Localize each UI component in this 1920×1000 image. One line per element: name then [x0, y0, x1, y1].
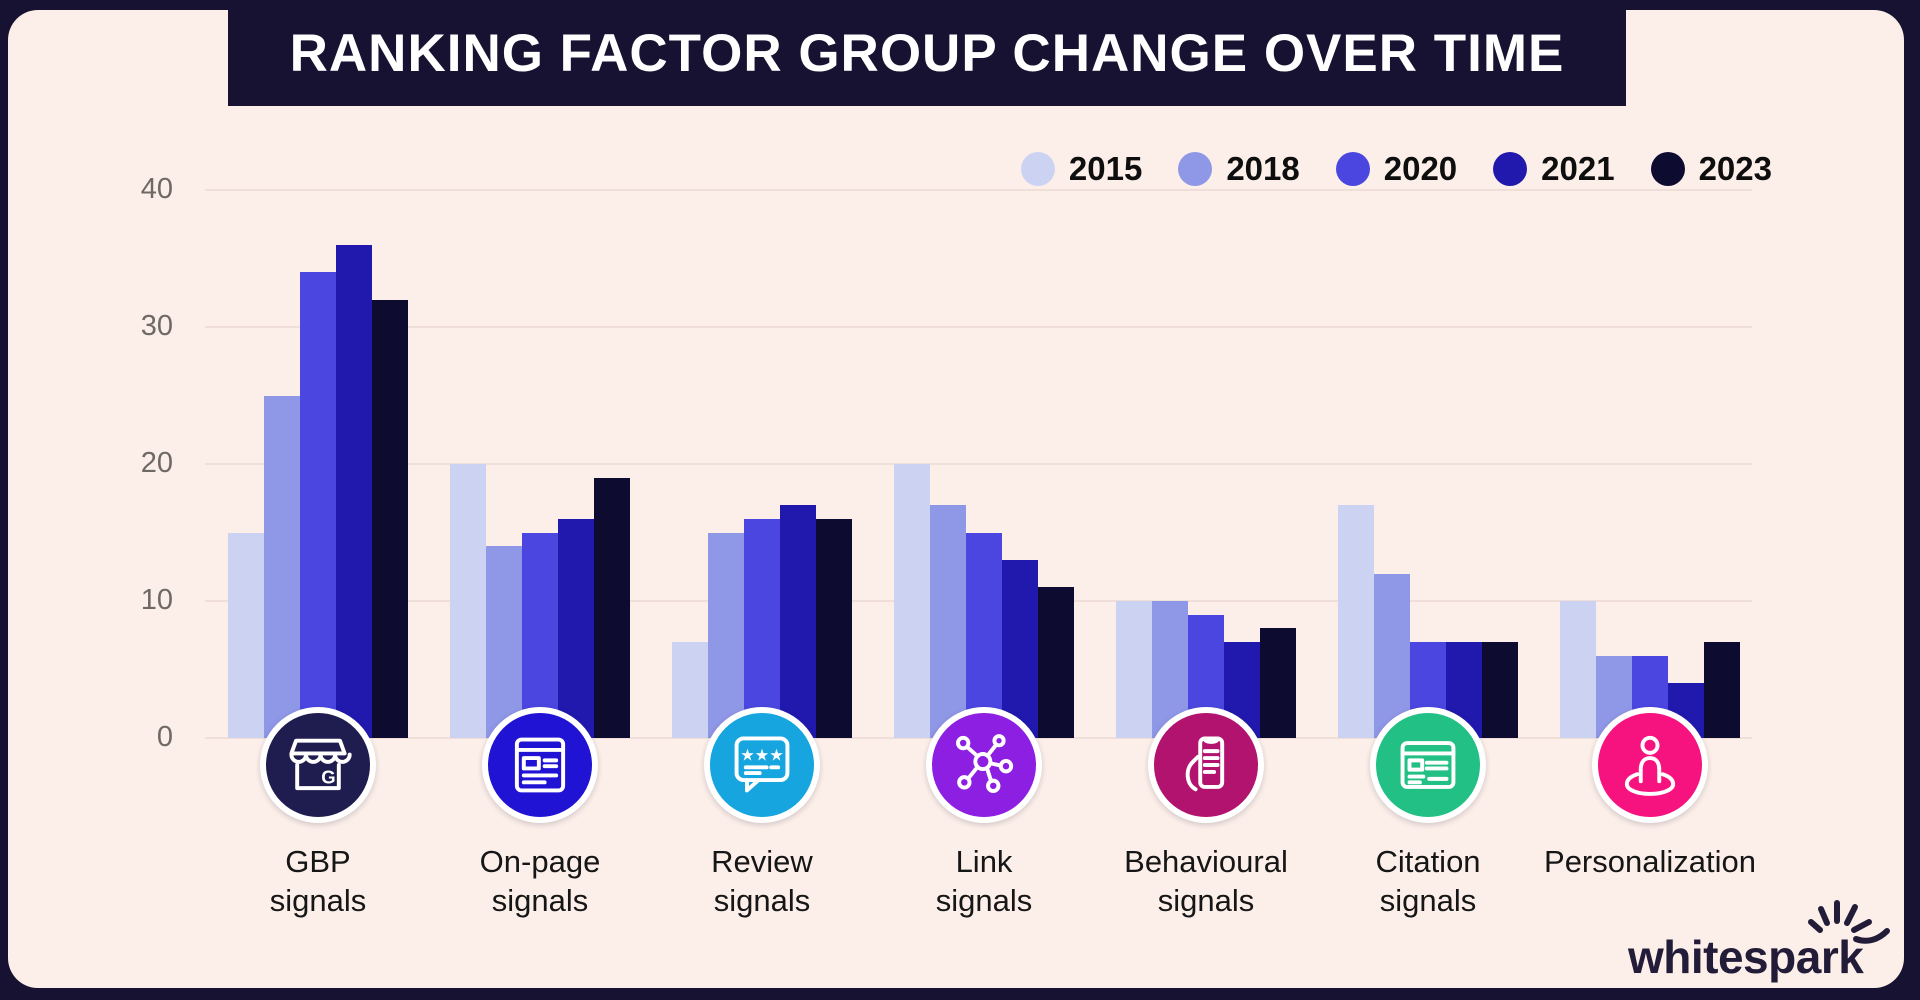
svg-text:★★★: ★★★ [740, 746, 784, 764]
brand-logo: whitespark [1628, 898, 1890, 990]
bar-2015-behavioural-signals [1116, 601, 1152, 738]
category-label-citation-signals: Citation signals [1375, 844, 1481, 918]
bar-2020-review-signals [744, 518, 780, 738]
review-bubble-icon: ★★★ [704, 707, 820, 823]
y-axis-tick-label: 0 [156, 721, 173, 753]
legend-label: 2020 [1383, 150, 1458, 187]
gridline-20 [205, 463, 1752, 465]
y-axis-tick-label: 30 [140, 310, 173, 342]
bar-2021-on-page-signals [558, 518, 594, 738]
svg-text:G: G [321, 767, 335, 788]
legend-item-2021: 2021 [1493, 150, 1615, 188]
personalization-person-icon [1592, 707, 1708, 823]
bar-2018-review-signals [708, 532, 744, 738]
y-axis-tick-label: 20 [140, 447, 173, 479]
legend-label: 2023 [1698, 150, 1772, 187]
bar-2015-on-page-signals [450, 464, 486, 738]
behavioural-phone-icon [1148, 707, 1264, 823]
category-label-on-page-signals: On-page signals [479, 844, 601, 918]
legend-dot-icon [1178, 152, 1213, 186]
bar-2018-gbp-signals [264, 395, 300, 738]
legend-dot-icon [1493, 152, 1528, 186]
gridline-30 [205, 326, 1752, 328]
bar-2018-link-signals [930, 505, 966, 738]
bar-2023-link-signals [1038, 587, 1074, 738]
legend-dot-icon [1650, 152, 1685, 186]
bar-2015-gbp-signals [228, 532, 264, 738]
bar-2023-citation-signals [1482, 642, 1518, 738]
brand-logo-text: whitespark [1628, 931, 1864, 983]
page-title: RANKING FACTOR GROUP CHANGE OVER TIME [289, 23, 1565, 83]
legend-label: 2021 [1541, 150, 1615, 187]
legend-item-2015: 2015 [1020, 150, 1143, 188]
onpage-browser-icon [482, 707, 598, 823]
bar-2023-behavioural-signals [1260, 628, 1296, 738]
bar-2023-personalization [1704, 642, 1740, 738]
legend-item-2020: 2020 [1335, 150, 1458, 188]
title-bar: RANKING FACTOR GROUP CHANGE OVER TIME [228, 0, 1626, 106]
bar-2023-review-signals [816, 518, 852, 738]
citation-webpage-icon [1370, 707, 1486, 823]
legend: 2015 2018 2020 2021 2023 [1020, 150, 1772, 188]
spark-burst-icon [1806, 894, 1894, 955]
category-label-behavioural-signals: Behavioural signals [1124, 844, 1288, 918]
bar-2015-review-signals [672, 642, 708, 738]
bar-2015-link-signals [894, 464, 930, 738]
bar-2021-link-signals [1002, 559, 1038, 738]
storefront-gbp-icon: G [260, 707, 376, 823]
bar-2020-on-page-signals [522, 532, 558, 738]
bar-2015-citation-signals [1338, 505, 1374, 738]
bar-2015-personalization [1560, 601, 1596, 738]
bar-2023-on-page-signals [594, 477, 630, 738]
y-axis-tick-label: 10 [140, 584, 173, 616]
bar-2020-link-signals [966, 532, 1002, 738]
category-label-review-signals: Review signals [711, 844, 813, 918]
bar-2018-citation-signals [1374, 573, 1410, 738]
gridline-40 [205, 189, 1752, 191]
category-label-personalization: Personalization [1544, 844, 1756, 879]
category-label-gbp-signals: GBP signals [269, 844, 367, 918]
bar-2021-gbp-signals [336, 244, 372, 738]
link-network-icon [926, 707, 1042, 823]
y-axis-tick-label: 40 [140, 173, 173, 205]
legend-dot-icon [1020, 152, 1055, 186]
legend-item-2023: 2023 [1650, 150, 1772, 188]
bar-2020-gbp-signals [300, 272, 336, 738]
bar-2023-gbp-signals [372, 299, 408, 738]
category-label-link-signals: Link signals [935, 844, 1033, 918]
legend-item-2018: 2018 [1178, 150, 1300, 188]
legend-label: 2015 [1068, 150, 1143, 187]
bar-2021-review-signals [780, 505, 816, 738]
bar-2018-on-page-signals [486, 546, 522, 738]
legend-label: 2018 [1226, 150, 1300, 187]
legend-dot-icon [1335, 152, 1370, 186]
